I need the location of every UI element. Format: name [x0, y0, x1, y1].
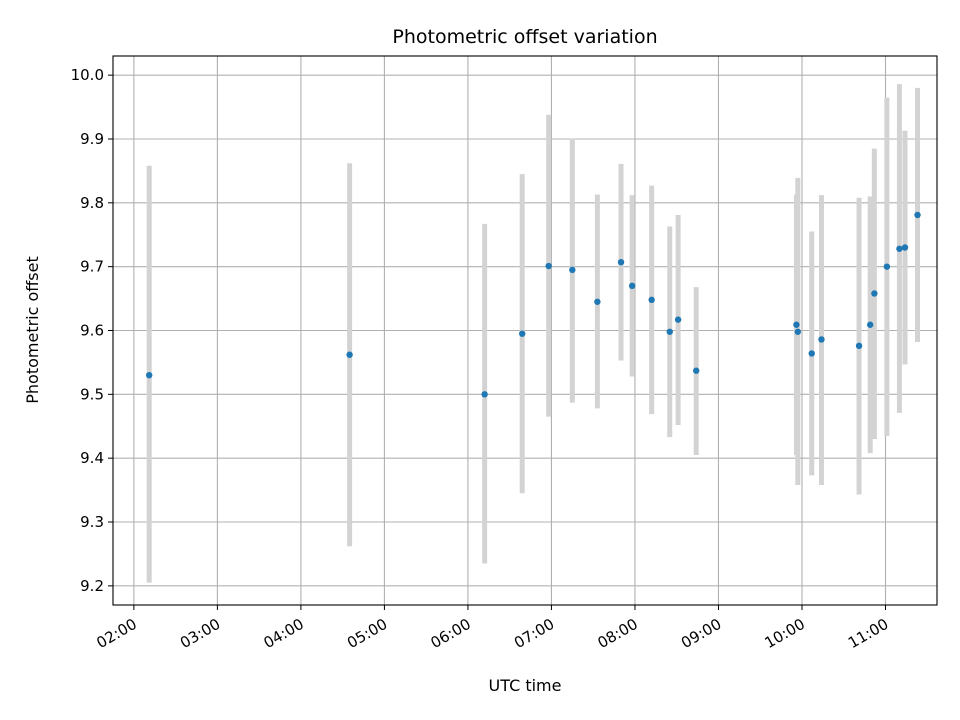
y-axis: 9.2 9.3 9.4 9.5 9.6 9.7 9.8 9.9 10.0: [71, 66, 113, 595]
x-tick-label: 04:00: [260, 615, 306, 652]
data-point: [896, 245, 903, 252]
x-tick-label: 08:00: [595, 615, 641, 652]
data-point: [346, 351, 353, 358]
x-tick-label: 09:00: [678, 615, 724, 652]
data-point: [648, 296, 655, 304]
data-point: [901, 244, 909, 251]
data-point: [914, 211, 921, 219]
data-point: [871, 290, 878, 297]
data-point: [883, 263, 891, 270]
x-tick-label: 06:00: [427, 615, 473, 652]
y-tick-label: 9.5: [80, 385, 104, 403]
data-point: [808, 350, 815, 357]
y-tick-label: 9.8: [80, 194, 104, 212]
y-tick-label: 9.6: [80, 322, 104, 340]
chart-title: Photometric offset variation: [392, 26, 657, 48]
data-point: [793, 321, 800, 328]
y-tick-label: 9.3: [80, 513, 104, 531]
data-point: [569, 266, 576, 274]
y-tick-label: 9.9: [80, 130, 104, 148]
y-tick-label: 9.2: [80, 577, 104, 595]
x-tick-label: 11:00: [845, 615, 891, 652]
data-point: [818, 336, 825, 343]
x-tick-label: 07:00: [511, 615, 557, 652]
data-point: [674, 316, 682, 323]
data-point: [145, 371, 153, 379]
data-points: [145, 211, 921, 398]
x-tick-label: 05:00: [344, 615, 390, 652]
x-tick-label: 03:00: [177, 615, 223, 652]
y-axis-label: Photometric offset: [23, 256, 42, 404]
data-point: [617, 258, 625, 266]
x-tick-label: 10:00: [762, 615, 808, 652]
data-point: [866, 321, 874, 328]
data-point: [519, 330, 526, 337]
y-tick-label: 9.7: [80, 258, 104, 276]
data-point: [481, 391, 488, 398]
data-point: [666, 328, 673, 335]
data-point: [693, 367, 700, 374]
data-point: [594, 298, 601, 305]
y-tick-label: 9.4: [80, 449, 104, 467]
data-point: [794, 328, 802, 335]
data-point: [855, 342, 863, 350]
data-point: [628, 282, 636, 290]
x-axis-label: UTC time: [489, 676, 562, 695]
y-tick-label: 10.0: [71, 66, 104, 84]
data-point: [545, 262, 552, 270]
x-axis: 02:00 03:00 04:00 05:00 06:00 07:00 08:00 09:00…: [93, 605, 892, 652]
x-tick-label: 02:00: [93, 615, 139, 652]
